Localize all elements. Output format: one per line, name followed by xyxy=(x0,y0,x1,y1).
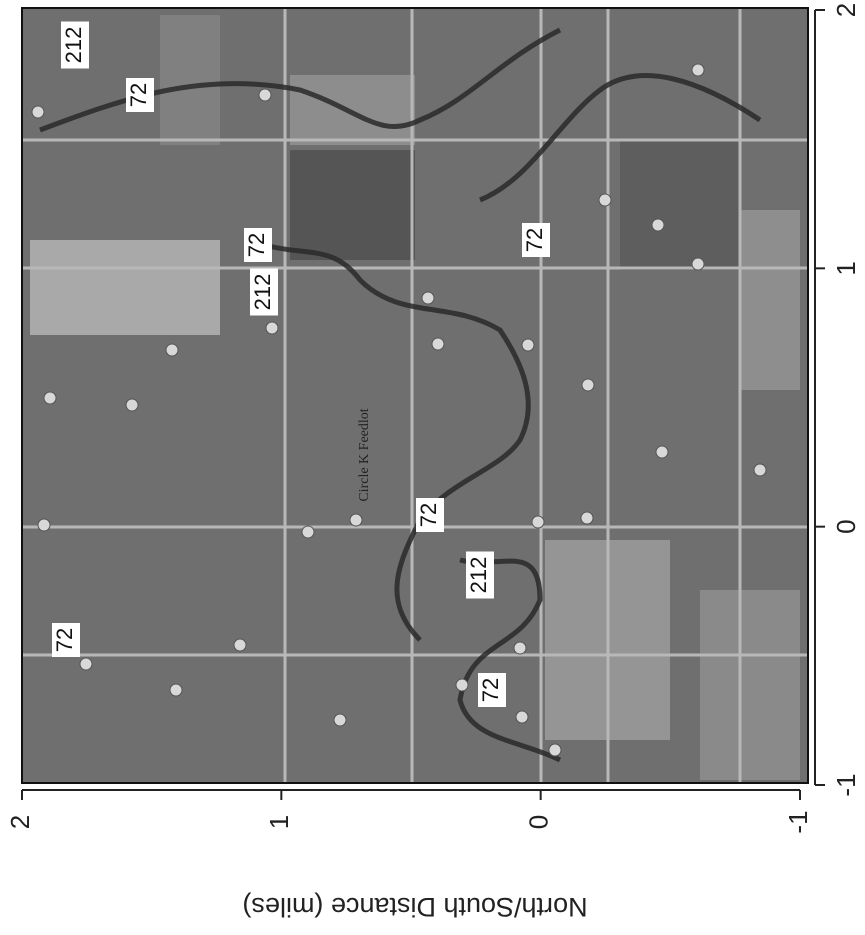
contour-label: 72 xyxy=(522,228,547,252)
axis-title: North/South Distance (miles) xyxy=(242,892,587,922)
tick-label: 0 xyxy=(524,815,554,829)
feature-label: Circle K Feedlot xyxy=(357,408,372,501)
tick-label: 0 xyxy=(831,519,861,533)
contour-label: 212 xyxy=(61,27,86,64)
contour-label: 72 xyxy=(244,233,269,257)
contour-label: 212 xyxy=(466,557,491,594)
contour-label: 212 xyxy=(250,274,275,311)
contour-label: 72 xyxy=(416,503,441,527)
tick-label: 1 xyxy=(831,261,861,275)
figure: Circle K Feedlot 212727272212727221272 2… xyxy=(0,0,865,935)
map-image: Circle K Feedlot xyxy=(22,8,808,783)
tick-label: 1 xyxy=(264,815,294,829)
tick-label: 2 xyxy=(5,815,35,829)
contour-label: 72 xyxy=(126,83,151,107)
tick-label: -1 xyxy=(783,810,813,833)
contour-label: 72 xyxy=(52,628,77,652)
contour-label: 72 xyxy=(478,678,503,702)
tick-label: -1 xyxy=(831,773,861,796)
tick-label: 2 xyxy=(831,3,861,17)
